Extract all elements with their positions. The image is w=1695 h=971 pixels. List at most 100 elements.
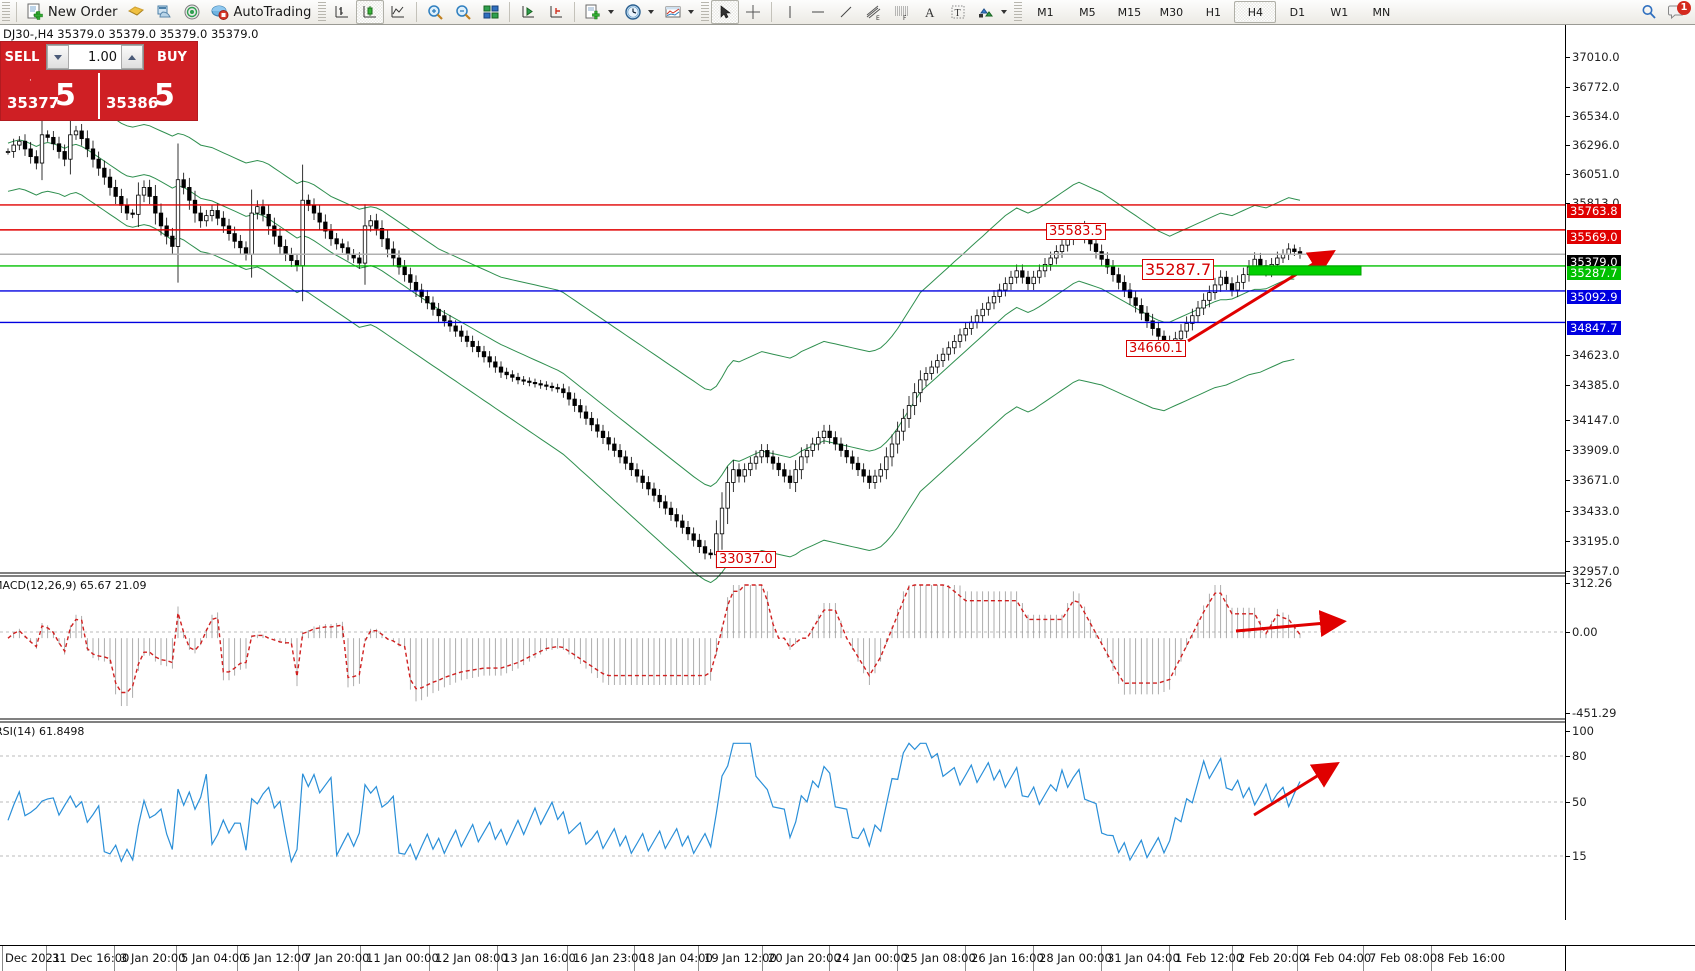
fibonacci-button[interactable]: F [888,0,916,24]
chevron-down-icon[interactable] [648,10,655,14]
sell-button[interactable]: SELL [4,49,40,65]
price-axis-label: 34385.0 [1572,378,1620,392]
chevron-down-icon[interactable] [688,10,695,14]
time-axis-label: 31 Dec 16:00 [52,951,130,965]
chart-shift-button[interactable] [542,0,570,24]
navigator-button[interactable] [150,0,178,24]
time-axis-label: 3 Jan 20:00 [120,951,186,965]
candlestick-chart-button[interactable] [356,0,385,24]
templates-button[interactable] [659,0,699,24]
indicators-button[interactable] [579,0,619,24]
alert-badge: 1 [1677,1,1691,15]
price-axis-label: 37010.0 [1572,50,1620,64]
zoom-out-button[interactable] [449,0,477,24]
data-window-button[interactable] [122,0,150,24]
autotrading-label: AutoTrading [233,4,312,20]
toolbar-grip-1[interactable] [2,2,10,22]
alerts-button[interactable]: 1 [1663,0,1691,24]
signals-button[interactable] [178,0,206,24]
time-axis-label: 6 Jan 12:00 [243,951,309,965]
equidistant-channel-icon: E [865,3,883,22]
annotation-35583[interactable]: 35583.5 [1046,223,1106,240]
time-axis[interactable]: Dec 2021 31 Dec 16:00 3 Jan 20:00 5 Jan 04:… [0,945,1695,971]
candlestick-chart-icon [361,3,379,21]
autotrading-button[interactable]: AutoTrading [206,0,316,24]
auto-scroll-button[interactable] [514,0,542,24]
toolbar-separator [574,2,576,22]
zoom-in-button[interactable] [421,0,449,24]
time-axis-label: 28 Jan 00:00 [1039,951,1112,965]
axis-tick [1566,145,1570,146]
price-axis-label: 36772.0 [1572,80,1620,94]
time-axis-label: 4 Feb 04:00 [1303,951,1372,965]
trendline-icon [837,3,855,21]
volume-stepper[interactable]: 1.00 [46,44,144,70]
support-level-2-badge[interactable]: 34847.7 [1567,321,1621,335]
chart-window[interactable]: DJ30-,H4 35379.0 35379.0 35379.0 35379.0 [0,25,1695,971]
timeframe-m15[interactable]: M15 [1117,5,1142,19]
vertical-line-button[interactable] [776,0,804,24]
timeframe-m5[interactable]: M5 [1079,5,1096,19]
time-axis-label: 7 Jan 20:00 [304,951,370,965]
price-axis-label: 312.26 [1572,576,1613,590]
volume-decrease-button[interactable] [47,45,69,69]
buy-button[interactable]: BUY [157,49,187,65]
new-order-button[interactable]: New Order [21,0,122,24]
text-label-button[interactable]: T [944,0,972,24]
timeframe-h4[interactable]: H4 [1234,1,1277,23]
timeframe-d1[interactable]: D1 [1289,5,1306,19]
axis-tick [1566,480,1570,481]
time-axis-label: 2 Feb 20:00 [1238,951,1307,965]
tile-windows-button[interactable] [477,0,505,24]
annotation-33037[interactable]: 33037.0 [716,551,776,568]
price-axis[interactable]: 37010.0 36772.0 36534.0 36296.0 36051.0 35813… [1565,25,1695,920]
target-level-badge[interactable]: 35287.7 [1567,266,1621,280]
bar-chart-button[interactable] [328,0,356,24]
equidistant-channel-button[interactable]: E [860,0,888,24]
volume-increase-button[interactable] [121,45,143,69]
timeframe-w1[interactable]: W1 [1330,5,1349,19]
vline-icon [781,3,799,21]
toolbar-grip-2[interactable] [318,2,327,22]
macd-indicator-label: MACD(12,26,9) 65.67 21.09 [0,579,147,592]
resistance-level-2-badge[interactable]: 35569.0 [1567,230,1621,244]
search-button[interactable] [1635,0,1663,24]
price-axis-label: 50 [1572,795,1587,809]
time-axis-label: 20 Jan 20:00 [768,951,841,965]
line-chart-button[interactable] [384,0,412,24]
timeframe-m1[interactable]: M1 [1037,5,1054,19]
timeframe-h1[interactable]: H1 [1205,5,1221,19]
sell-price[interactable]: · 35377 . 5 [1,73,98,119]
axis-tick [1566,450,1570,451]
volume-value[interactable]: 1.00 [69,45,121,69]
annotation-35287[interactable]: 35287.7 [1142,259,1215,280]
shapes-button[interactable] [972,0,1012,24]
order-panel-divider [98,73,100,119]
timeframe-mn[interactable]: MN [1372,5,1391,19]
auto-scroll-icon [519,3,537,21]
period-button[interactable] [619,0,659,24]
one-click-trading-panel[interactable]: SELL 1.00 BUY · 35377 . 5 35386 [0,41,198,121]
price-chart-area[interactable]: 35583.5 35287.7 34660.1 33037.0 MACD(12,… [0,25,1565,920]
annotation-34660[interactable]: 34660.1 [1126,340,1186,357]
axis-tick [1566,385,1570,386]
toolbar-grip-4[interactable] [1014,2,1023,22]
current-price-badge[interactable]: 35379.0 [1567,255,1621,269]
chart-canvas [0,90,1565,864]
axis-tick [1566,57,1570,58]
resistance-level-1-badge[interactable]: 35763.8 [1567,204,1621,218]
support-level-1-badge[interactable]: 35092.9 [1567,290,1621,304]
crosshair-button[interactable] [739,0,767,24]
price-axis-label: 15 [1572,849,1587,863]
text-button[interactable]: A [916,0,944,24]
buy-price[interactable]: 35386 . 5 [100,73,197,119]
cursor-button[interactable] [711,0,740,24]
horizontal-line-button[interactable] [804,0,832,24]
toolbar-grip-3[interactable] [701,2,710,22]
time-axis-label: 7 Feb 08:00 [1369,951,1438,965]
trendline-button[interactable] [832,0,860,24]
timeframe-m30[interactable]: M30 [1159,5,1184,19]
axis-tick [1566,203,1570,204]
chevron-down-icon[interactable] [608,10,615,14]
chevron-down-icon[interactable] [1001,10,1008,14]
